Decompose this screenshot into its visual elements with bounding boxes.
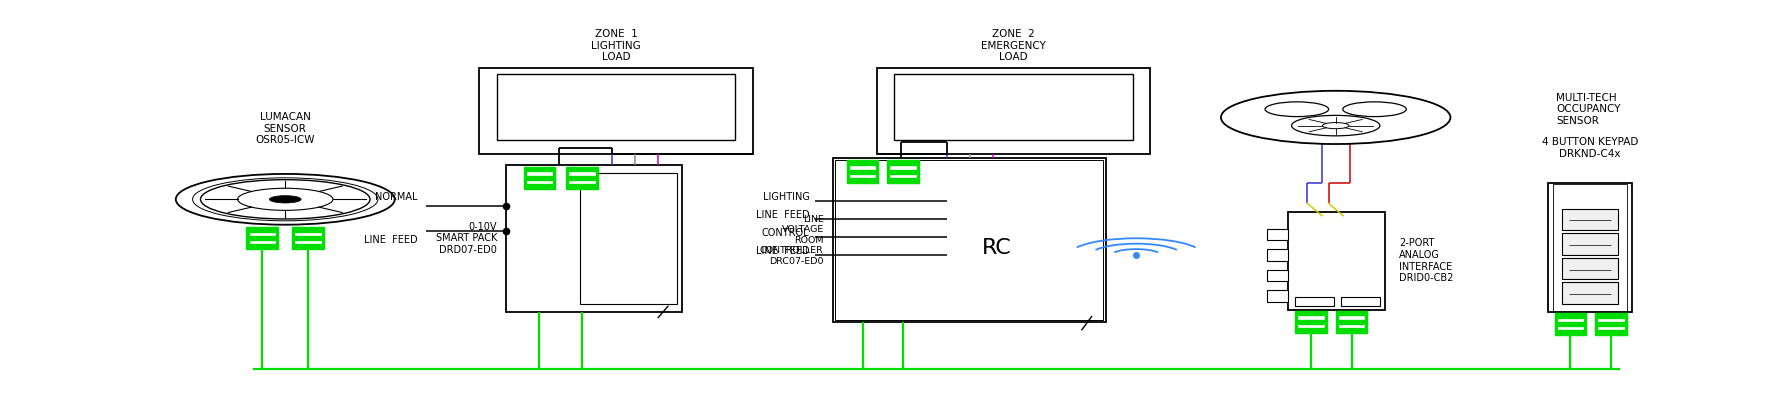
- Bar: [524, 166, 556, 189]
- Text: 0-10V
SMART PACK
DRD07-ED0: 0-10V SMART PACK DRD07-ED0: [436, 222, 498, 255]
- Bar: [832, 159, 1107, 322]
- Text: LINE  FEED: LINE FEED: [365, 235, 418, 245]
- Bar: [1553, 184, 1628, 311]
- Bar: [1555, 313, 1587, 335]
- Bar: [526, 172, 553, 175]
- Bar: [568, 181, 595, 183]
- Bar: [1298, 317, 1323, 319]
- Text: LIGHTING: LIGHTING: [763, 192, 809, 202]
- Bar: [1339, 317, 1364, 319]
- Circle shape: [269, 195, 301, 203]
- Bar: [250, 241, 275, 244]
- Bar: [850, 166, 875, 169]
- Bar: [847, 161, 878, 183]
- Bar: [1288, 212, 1385, 310]
- Bar: [581, 173, 677, 304]
- Bar: [836, 161, 1103, 320]
- Bar: [1562, 258, 1619, 279]
- Text: LINE  FEED: LINE FEED: [756, 246, 809, 256]
- Bar: [891, 166, 916, 169]
- Bar: [1558, 327, 1583, 330]
- Text: RC: RC: [981, 239, 1011, 259]
- Bar: [1298, 325, 1323, 327]
- Bar: [567, 166, 599, 189]
- Bar: [1562, 283, 1619, 304]
- Text: 4 BUTTON KEYPAD
DRKND-C4x: 4 BUTTON KEYPAD DRKND-C4x: [1543, 137, 1638, 159]
- Bar: [1599, 319, 1624, 321]
- Bar: [250, 232, 275, 235]
- Bar: [296, 232, 321, 235]
- Bar: [887, 161, 919, 183]
- Bar: [1266, 270, 1288, 281]
- Bar: [498, 74, 735, 140]
- Text: ZONE  1
LIGHTING
LOAD: ZONE 1 LIGHTING LOAD: [592, 29, 641, 62]
- Bar: [507, 164, 682, 312]
- Bar: [1562, 233, 1619, 254]
- Bar: [568, 172, 595, 175]
- Bar: [1596, 313, 1628, 335]
- Bar: [1266, 229, 1288, 240]
- Bar: [1562, 209, 1619, 230]
- Bar: [1339, 325, 1364, 327]
- Text: LINE
VOLTAGE
ROOM
CONTROLLER
DRC07-ED0: LINE VOLTAGE ROOM CONTROLLER DRC07-ED0: [760, 215, 824, 266]
- Bar: [296, 241, 321, 244]
- Bar: [1266, 249, 1288, 261]
- Bar: [1548, 183, 1633, 312]
- Text: LINE  FEED: LINE FEED: [756, 210, 809, 220]
- Bar: [877, 68, 1151, 154]
- Bar: [292, 227, 324, 249]
- Bar: [1295, 297, 1334, 306]
- Bar: [894, 74, 1133, 140]
- Text: LUMACAN
SENSOR
OSR05-ICW: LUMACAN SENSOR OSR05-ICW: [255, 112, 315, 145]
- Text: NORMAL: NORMAL: [375, 192, 418, 202]
- Text: CONTROL: CONTROL: [762, 228, 809, 238]
- Bar: [1599, 327, 1624, 330]
- Bar: [1335, 311, 1367, 333]
- Bar: [850, 175, 875, 177]
- Bar: [246, 227, 278, 249]
- Bar: [891, 175, 916, 177]
- Bar: [480, 68, 753, 154]
- Bar: [1266, 290, 1288, 302]
- Bar: [1341, 297, 1380, 306]
- Bar: [1295, 311, 1326, 333]
- Bar: [526, 181, 553, 183]
- Text: 2-PORT
ANALOG
INTERFACE
DRID0-CB2: 2-PORT ANALOG INTERFACE DRID0-CB2: [1399, 238, 1454, 283]
- Text: ZONE  2
EMERGENCY
LOAD: ZONE 2 EMERGENCY LOAD: [981, 29, 1047, 62]
- Bar: [1558, 319, 1583, 321]
- Text: MULTI-TECH
OCCUPANCY
SENSOR: MULTI-TECH OCCUPANCY SENSOR: [1557, 93, 1620, 126]
